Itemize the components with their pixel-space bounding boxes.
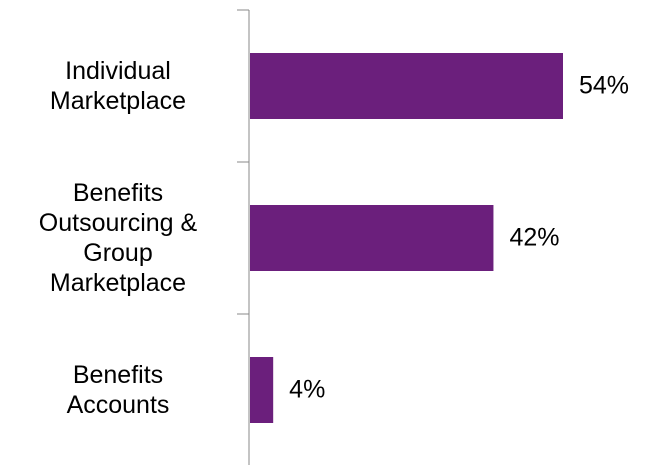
data-label: 42% [509, 224, 559, 252]
category-label: Individual Marketplace [49, 57, 187, 115]
data-label: 4% [289, 376, 325, 404]
category-label: Benefits Outsourcing & Group Marketplace [38, 179, 198, 297]
bar [250, 53, 563, 119]
bar [250, 205, 494, 271]
category-label: Benefits Accounts [66, 361, 170, 419]
data-label: 54% [579, 72, 629, 100]
bar [250, 357, 274, 423]
